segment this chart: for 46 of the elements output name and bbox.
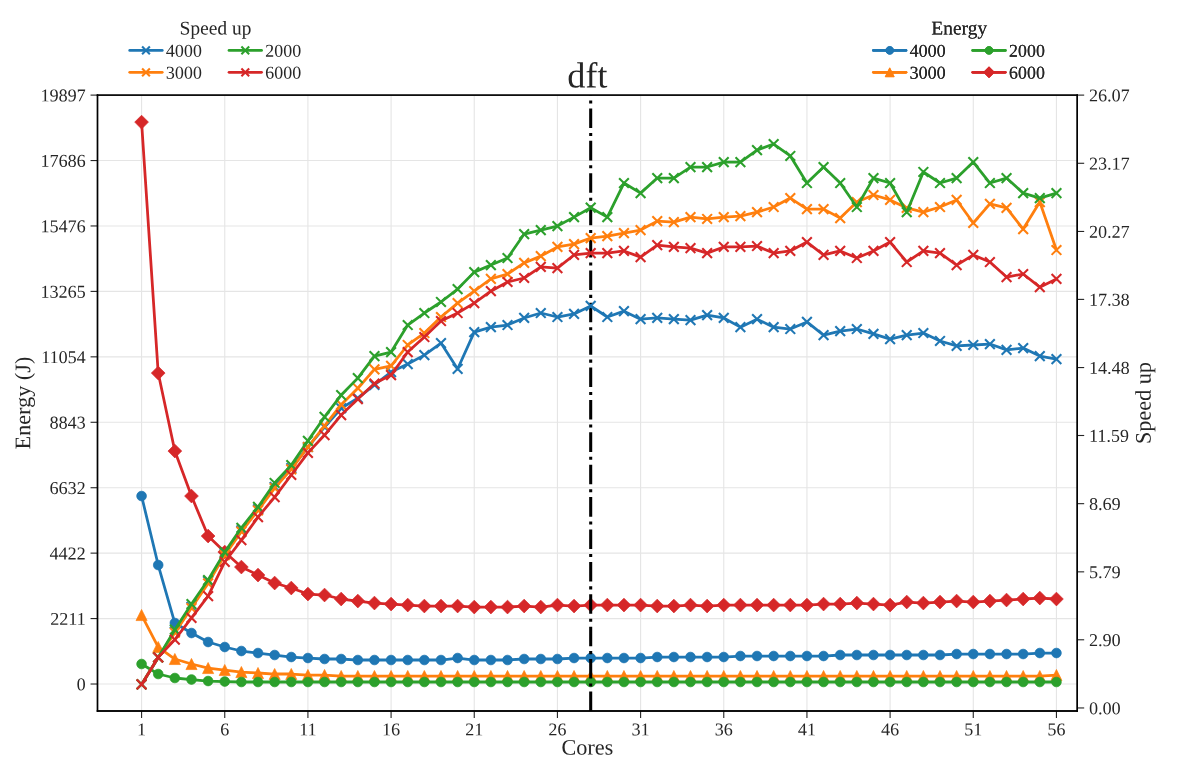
text: Speed up xyxy=(180,21,251,39)
y-tick-label: 6632 xyxy=(50,482,85,495)
x-tick-label: 41 xyxy=(798,723,815,736)
text: Energy xyxy=(931,21,988,39)
y2-tick-label: 2.90 xyxy=(1089,634,1120,647)
x-tick-label: 36 xyxy=(715,723,733,736)
y-axis-title: Energy (J) xyxy=(14,357,35,449)
y-tick-label: 15476 xyxy=(42,220,86,233)
legend-label: 2000 xyxy=(265,44,301,57)
legend-label: 4000 xyxy=(166,44,202,57)
y-tick-label: 11054 xyxy=(42,351,86,364)
legend-label: 6000 xyxy=(1009,66,1045,79)
y-tick-label: 0 xyxy=(77,678,85,691)
x-tick-label: 26 xyxy=(549,723,566,736)
y2-tick-label: 17.38 xyxy=(1090,293,1129,306)
x-tick-label: 11 xyxy=(300,723,316,736)
y-tick-label: 13265 xyxy=(42,285,85,298)
y2-tick-label: 26.07 xyxy=(1089,89,1130,102)
legend-label: 3000 xyxy=(910,66,946,79)
y-tick-label: 2211 xyxy=(51,612,85,625)
x-tick-label: 1 xyxy=(138,723,146,736)
x-tick-label: 56 xyxy=(1048,723,1065,736)
y2-tick-label: 8.69 xyxy=(1089,497,1120,511)
y2-tick-label: 0.00 xyxy=(1089,702,1120,715)
x-tick-label: 21 xyxy=(466,723,483,736)
x-tick-label: 16 xyxy=(383,723,400,736)
legend-label: 3000 xyxy=(166,66,202,79)
legend-label: 2000 xyxy=(1009,44,1045,57)
y2-tick-label: 23.17 xyxy=(1089,157,1130,170)
y-tick-label: 8843 xyxy=(50,416,85,429)
y2-tick-label: 5.79 xyxy=(1090,566,1120,579)
legend-label: 6000 xyxy=(265,66,301,79)
x-tick-label: 6 xyxy=(221,723,229,736)
y2-tick-label: 11.59 xyxy=(1090,429,1129,443)
y2-tick-label: 14.48 xyxy=(1090,361,1129,375)
x-axis-title: Cores xyxy=(562,739,613,755)
x-tick-label: 46 xyxy=(881,723,899,736)
legend-label: 4000 xyxy=(909,44,946,57)
x-tick-label: 31 xyxy=(632,723,649,736)
x-tick-label: 51 xyxy=(965,723,982,736)
chart-title: dft xyxy=(568,61,608,88)
y2-axis-title: Speed up xyxy=(1135,362,1156,443)
y2-tick-label: 20.27 xyxy=(1089,225,1130,238)
y-tick-label: 19897 xyxy=(42,89,86,102)
y-tick-label: 17686 xyxy=(42,154,86,167)
y-tick-label: 4422 xyxy=(49,547,85,560)
